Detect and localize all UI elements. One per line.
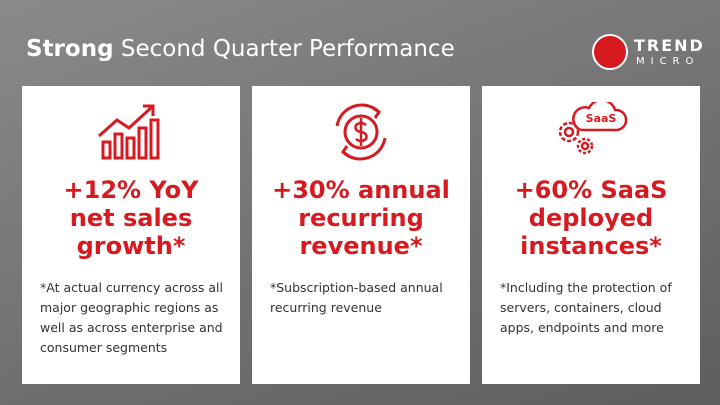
logo-mark (592, 34, 628, 70)
headline: +12% YoY net sales growth* (22, 176, 240, 260)
headline-line: +30% annual (272, 176, 450, 204)
headline-line: net sales (69, 204, 193, 232)
card: +30% annual recurring revenue* *Subscrip… (252, 86, 470, 384)
card: +12% YoY net sales growth* *At actual cu… (22, 86, 240, 384)
headline-line: revenue* (299, 232, 423, 260)
headline: +30% annual recurring revenue* (252, 176, 470, 260)
headline: +60% SaaS deployed instances* (482, 176, 700, 260)
logo-top: TREND (634, 36, 705, 55)
headline-line: recurring (298, 204, 424, 232)
logo: TREND MICRO (592, 34, 705, 74)
footnote: *Subscription-based annual recurring rev… (270, 280, 443, 315)
growth-icon (98, 104, 160, 160)
headline-line: +60% SaaS (514, 176, 668, 204)
title-rest: Second Quarter Performance (120, 36, 455, 62)
title-bold: Strong (26, 36, 114, 62)
headline-line: instances* (520, 232, 662, 260)
saas-icon: SaaS (558, 102, 628, 155)
card: SaaS +60% SaaS deployed instances* *Incl… (482, 86, 700, 384)
headline-line: growth* (76, 232, 186, 260)
headline-line: +12% YoY (63, 176, 199, 204)
footnote: *Including the protection of servers, co… (500, 280, 672, 335)
title: Strong Second Quarter Performance (26, 36, 455, 62)
logo-bottom: MICRO (636, 56, 700, 67)
icon-text: SaaS (586, 112, 617, 125)
headline-line: deployed (528, 204, 654, 232)
revenue-icon (335, 103, 387, 161)
footnote: *At actual currency across all major geo… (40, 280, 224, 355)
